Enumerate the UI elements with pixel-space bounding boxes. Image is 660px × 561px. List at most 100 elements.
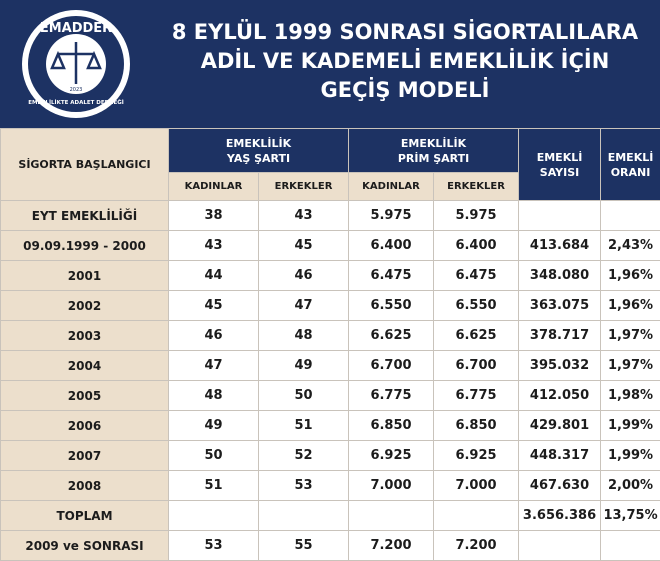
data-cell: 51 [259, 411, 349, 441]
data-cell: 1,97% [601, 321, 660, 351]
data-cell: 413.684 [519, 231, 601, 261]
data-cell [519, 201, 601, 231]
data-cell: 348.080 [519, 261, 601, 291]
data-cell: 1,96% [601, 261, 660, 291]
header-line: EMEKLİ [519, 150, 600, 165]
row-label: 2006 [1, 411, 169, 441]
data-cell: 45 [169, 291, 259, 321]
data-cell [601, 201, 660, 231]
data-cell: 6.550 [434, 291, 519, 321]
data-cell: 1,96% [601, 291, 660, 321]
row-label: 2008 [1, 471, 169, 501]
data-cell: 48 [259, 321, 349, 351]
data-cell: 49 [169, 411, 259, 441]
title-line: ADİL VE KADEMELİ EMEKLİLİK İÇİN [150, 47, 660, 76]
row-label: 2004 [1, 351, 169, 381]
data-cell: 363.075 [519, 291, 601, 321]
row-label: 2001 [1, 261, 169, 291]
data-cell [349, 501, 434, 531]
logo-year: 2023 [70, 87, 83, 93]
data-cell: 47 [169, 351, 259, 381]
data-cell [259, 501, 349, 531]
data-cell: 55 [259, 531, 349, 561]
data-cell: 467.630 [519, 471, 601, 501]
row-label: 09.09.1999 - 2000 [1, 231, 169, 261]
data-cell: 3.656.386 [519, 501, 601, 531]
data-cell: 6.625 [349, 321, 434, 351]
data-cell: 6.475 [434, 261, 519, 291]
header-cell: SİGORTA BAŞLANGICI [1, 129, 169, 201]
data-cell [519, 531, 601, 561]
data-cell: 7.000 [434, 471, 519, 501]
data-cell: 6.850 [434, 411, 519, 441]
data-cell: 46 [169, 321, 259, 351]
row-label: 2002 [1, 291, 169, 321]
data-cell: 48 [169, 381, 259, 411]
data-cell: 5.975 [434, 201, 519, 231]
data-cell: 395.032 [519, 351, 601, 381]
header-line: YAŞ ŞARTI [169, 151, 348, 166]
data-cell: 52 [259, 441, 349, 471]
row-label: 2007 [1, 441, 169, 471]
data-cell: 6.550 [349, 291, 434, 321]
logo-name: EMADDER [40, 21, 112, 36]
data-cell [601, 531, 660, 561]
data-cell: 1,97% [601, 351, 660, 381]
data-cell: 43 [169, 231, 259, 261]
data-cell: 7.000 [349, 471, 434, 501]
data-cell: 47 [259, 291, 349, 321]
row-label: TOPLAM [1, 501, 169, 531]
data-cell: 49 [259, 351, 349, 381]
data-cell: 7.200 [349, 531, 434, 561]
data-cell: 7.200 [434, 531, 519, 561]
row-label: 2003 [1, 321, 169, 351]
data-cell: 6.925 [434, 441, 519, 471]
title-line: GEÇİŞ MODELİ [150, 76, 660, 105]
subheader-cell: KADINLAR [169, 173, 259, 201]
data-cell: 45 [259, 231, 349, 261]
data-cell: 6.700 [349, 351, 434, 381]
header: EMADDER EMEKLİLİKTE ADALET DERNEĞİ 2023 … [0, 0, 660, 128]
data-cell: 6.400 [434, 231, 519, 261]
data-cell: 6.700 [434, 351, 519, 381]
data-cell: 6.775 [434, 381, 519, 411]
data-cell: 6.625 [434, 321, 519, 351]
data-cell: 50 [259, 381, 349, 411]
subheader-cell: ERKEKLER [434, 173, 519, 201]
data-cell: 6.475 [349, 261, 434, 291]
data-cell: 53 [259, 471, 349, 501]
row-label: 2009 ve SONRASI [1, 531, 169, 561]
data-cell: 448.317 [519, 441, 601, 471]
data-cell [434, 501, 519, 531]
data-cell: 43 [259, 201, 349, 231]
data-cell: 6.850 [349, 411, 434, 441]
data-cell [169, 501, 259, 531]
data-cell: 44 [169, 261, 259, 291]
data-cell: 38 [169, 201, 259, 231]
header-line: ORANI [601, 165, 660, 180]
data-cell: 2,43% [601, 231, 660, 261]
subheader-cell: ERKEKLER [259, 173, 349, 201]
data-cell: 51 [169, 471, 259, 501]
data-cell: 6.400 [349, 231, 434, 261]
logo-motto: EMEKLİLİKTE ADALET DERNEĞİ [28, 99, 124, 106]
data-cell: 1,98% [601, 381, 660, 411]
logo: EMADDER EMEKLİLİKTE ADALET DERNEĞİ 2023 [0, 0, 150, 128]
header-line: PRİM ŞARTI [349, 151, 518, 166]
